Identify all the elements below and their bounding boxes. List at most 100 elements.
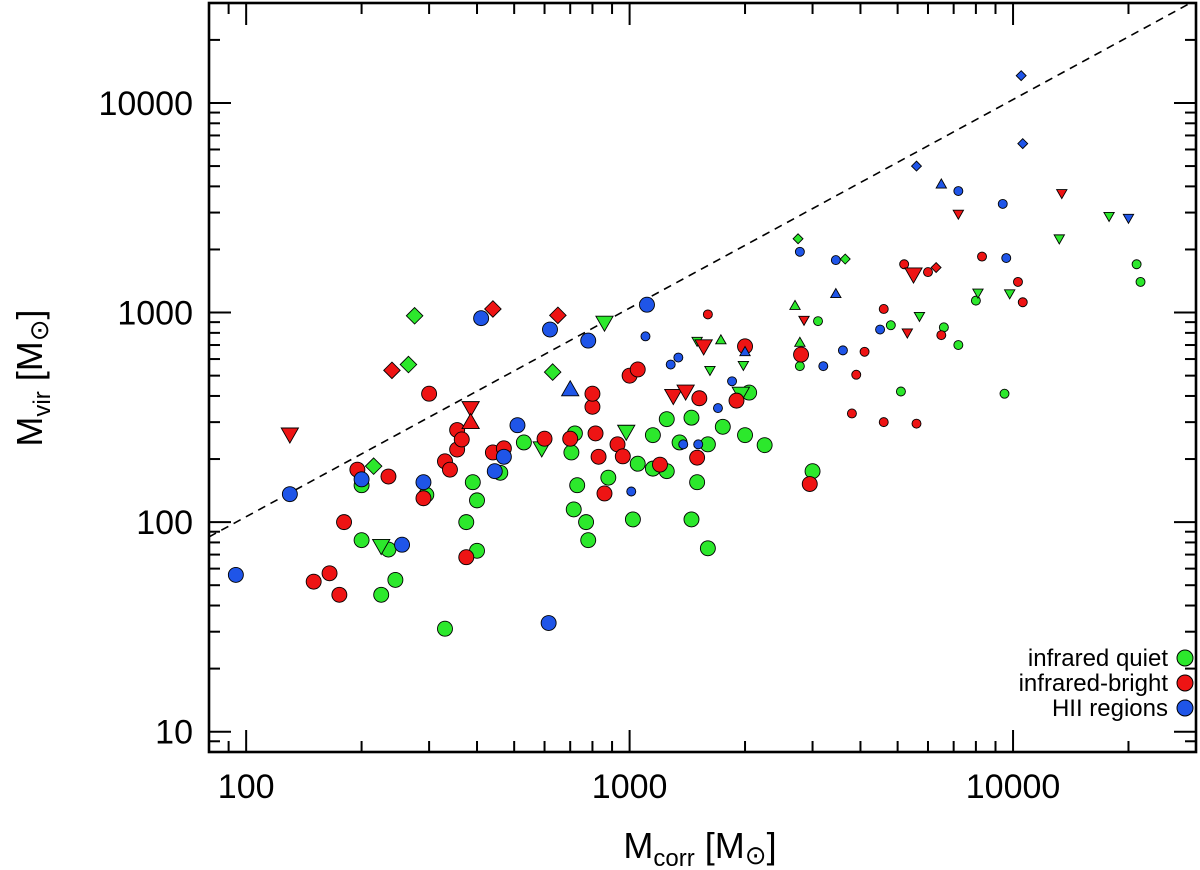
- data-point-infrared_bright-circle: [590, 448, 607, 465]
- y-axis-label-main: M: [9, 417, 50, 447]
- y-tick-label: 1000: [117, 295, 193, 333]
- data-point-infrared_bright-circle: [859, 346, 870, 357]
- x-tick-label: 10000: [966, 768, 1061, 806]
- data-point-hii-circle: [495, 448, 512, 465]
- data-point-infrared_bright-circle: [878, 304, 889, 314]
- data-point-infrared_bright-triangle-up: [461, 412, 481, 430]
- data-point-infrared_bright-circle: [629, 361, 646, 378]
- data-point-hii-circle: [794, 246, 805, 257]
- y-tick-label: 10: [155, 714, 193, 752]
- data-point-infrared_bright-diamond: [484, 300, 502, 318]
- data-point-infrared_bright-circle: [458, 549, 475, 566]
- axis-ticks: 100 1000 10000 10 100 1000 10000: [98, 2, 1197, 806]
- data-point-infrared_bright-circle: [1017, 297, 1028, 308]
- data-point-infrared_quiet-circle: [804, 463, 821, 480]
- data-point-infrared_quiet-diamond: [405, 306, 424, 325]
- data-point-infrared_quiet-circle: [437, 620, 453, 637]
- data-point-infrared_quiet-triangle-down: [371, 538, 391, 556]
- y-axis-label: Mvir [M⊙]: [9, 309, 56, 446]
- data-point-hii-circle: [830, 255, 841, 266]
- data-point-hii-diamond: [1015, 70, 1027, 82]
- x-axis-label-sub: corr: [653, 845, 694, 870]
- data-point-infrared_quiet-triangle-down: [1103, 211, 1116, 223]
- data-point-infrared_quiet-circle: [699, 540, 716, 557]
- data-point-hii-circle: [540, 615, 557, 631]
- data-point-hii-circle: [486, 463, 503, 480]
- data-point-infrared_bright-circle: [878, 417, 889, 428]
- y-tick-label: 100: [136, 504, 193, 542]
- data-point-infrared_bright-circle: [562, 430, 579, 447]
- data-point-infrared_quiet-circle: [1131, 259, 1142, 270]
- data-point-infrared_bright-triangle-down: [461, 401, 481, 418]
- data-point-infrared_bright-circle: [793, 346, 810, 363]
- data-point-infrared_quiet-circle: [563, 444, 580, 461]
- data-point-hii-circle: [875, 324, 886, 335]
- plot-frame: [207, 1, 1198, 754]
- data-point-infrared_bright-triangle-down: [663, 389, 683, 406]
- data-point-infrared_quiet-circle: [580, 532, 597, 549]
- data-point-infrared_bright-triangle-down: [694, 339, 714, 356]
- data-point-infrared_quiet-circle: [689, 474, 706, 491]
- data-point-infrared_bright-circle: [336, 514, 352, 531]
- data-point-infrared_quiet-circle: [600, 469, 617, 486]
- data-point-infrared_quiet-circle: [683, 409, 700, 426]
- reference-line-layer: [208, 2, 1191, 538]
- data-point-hii-triangle-up: [829, 287, 842, 299]
- legend-label-hii-regions: HII regions: [1052, 695, 1168, 722]
- legend-label-infrared-quiet: infrared quiet: [1028, 645, 1168, 672]
- data-point-infrared_quiet-circle: [353, 532, 370, 549]
- data-point-infrared_bright-circle: [899, 259, 910, 270]
- data-point-infrared_bright-circle: [442, 461, 458, 478]
- data-point-infrared_quiet-triangle-up: [789, 299, 801, 310]
- data-points-layer: [227, 70, 1146, 637]
- data-point-infrared_quiet-diamond: [364, 457, 383, 476]
- data-point-infrared_bright-circle: [614, 448, 631, 465]
- data-point-hii-diamond: [1017, 138, 1029, 150]
- data-point-infrared_quiet-circle: [569, 477, 586, 494]
- data-point-infrared_quiet-circle: [624, 511, 641, 528]
- data-point-hii-triangle-up: [560, 379, 580, 397]
- data-point-infrared_bright-circle: [415, 490, 432, 507]
- data-point-infrared_quiet-circle: [515, 434, 532, 451]
- data-point-infrared_bright-circle: [846, 408, 857, 419]
- data-point-infrared_quiet-circle: [565, 501, 582, 518]
- data-point-infrared_bright-triangle-down: [1055, 189, 1068, 200]
- data-point-infrared_bright-diamond: [930, 261, 942, 274]
- y-axis-label-unit-open: [M: [9, 341, 50, 391]
- data-point-infrared_bright-circle: [596, 485, 613, 502]
- legend-marker-infrared-bright: [1176, 674, 1194, 692]
- data-point-infrared_quiet-circle: [756, 437, 773, 454]
- data-point-infrared_quiet-triangle-down: [737, 360, 750, 372]
- data-point-infrared_bright-triangle-down: [952, 209, 965, 221]
- data-point-infrared_quiet-circle: [464, 474, 481, 491]
- data-point-infrared_bright-circle: [453, 431, 470, 448]
- data-point-infrared_quiet-triangle-down: [595, 315, 614, 333]
- data-point-infrared_quiet-diamond: [839, 253, 851, 265]
- data-point-infrared_bright-circle: [689, 449, 706, 466]
- x-axis-label: Mcorr [M⊙]: [623, 825, 776, 870]
- data-point-hii-triangle-up: [739, 345, 751, 357]
- data-point-infrared_quiet-circle: [953, 340, 964, 350]
- data-point-infrared_bright-diamond: [548, 306, 567, 325]
- data-point-hii-circle: [353, 471, 370, 488]
- data-point-hii-circle: [639, 296, 655, 313]
- data-point-hii-circle: [626, 486, 637, 497]
- data-point-hii-circle: [727, 376, 738, 387]
- data-point-infrared_quiet-circle: [658, 411, 675, 428]
- data-point-hii-circle: [542, 321, 558, 338]
- data-point-hii-circle: [640, 331, 651, 342]
- data-point-hii-triangle-up: [935, 178, 948, 189]
- data-point-hii-circle: [580, 332, 597, 349]
- data-point-hii-circle: [837, 345, 848, 356]
- data-point-infrared_quiet-triangle-up: [793, 336, 806, 347]
- data-point-infrared_quiet-circle: [373, 586, 390, 603]
- data-point-infrared_bright-circle: [1013, 276, 1023, 287]
- data-point-hii-circle: [394, 536, 410, 553]
- data-point-infrared_quiet-circle: [885, 320, 896, 331]
- data-point-infrared_bright-circle: [911, 418, 922, 429]
- legend-label-infrared-bright: infrared-bright: [1019, 670, 1169, 697]
- data-point-infrared_bright-circle: [536, 430, 553, 447]
- data-point-infrared_bright-triangle-down: [676, 384, 696, 402]
- data-point-infrared_bright-triangle-down: [904, 267, 923, 284]
